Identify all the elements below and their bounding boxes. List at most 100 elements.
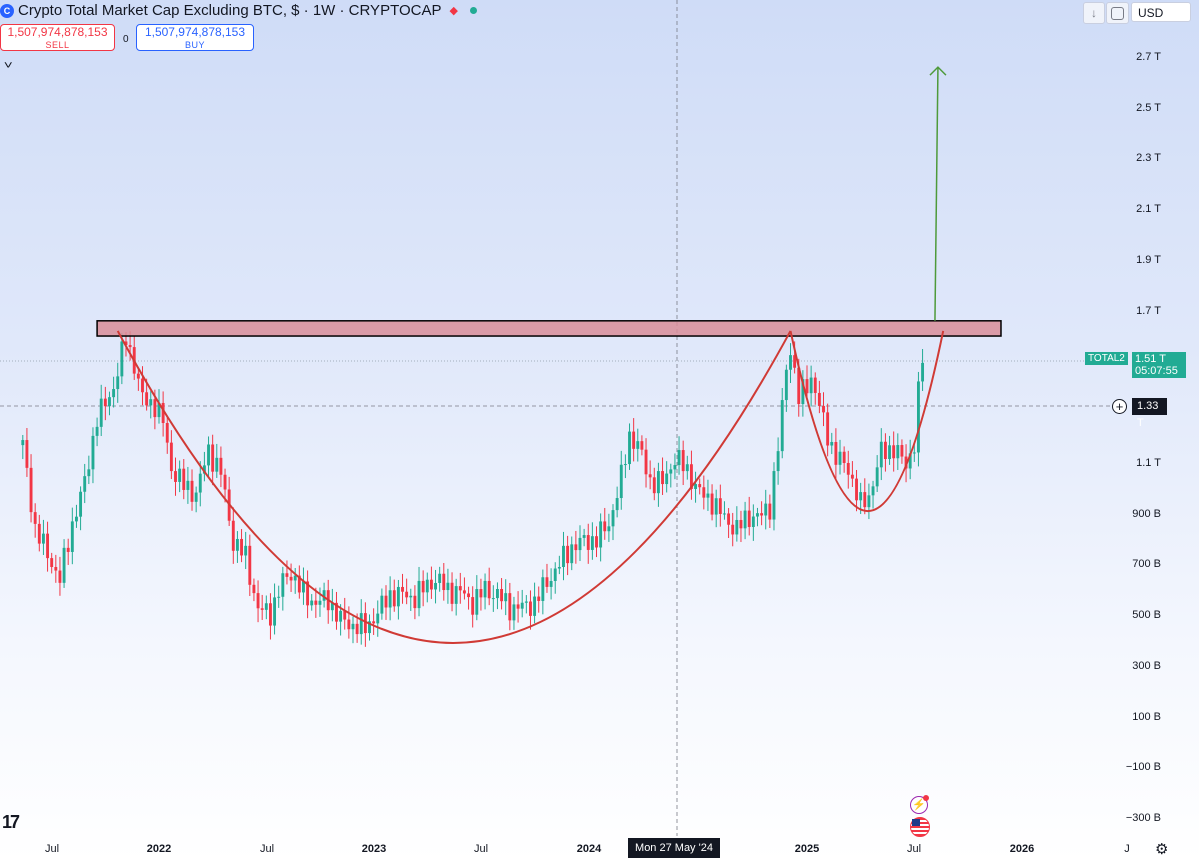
candle-body	[619, 464, 623, 499]
candle-body	[178, 468, 182, 482]
candle-body	[636, 441, 640, 449]
chart-title[interactable]: Crypto Total Market Cap Excluding BTC, $…	[18, 2, 442, 19]
candle-body	[846, 462, 850, 475]
candle-body	[483, 580, 487, 598]
candle-body	[417, 580, 421, 609]
candle-body	[190, 480, 194, 502]
target-arrow-shaft[interactable]	[934, 67, 939, 321]
lightning-event-icon[interactable]: ⚡	[910, 795, 929, 814]
candle-body	[838, 451, 842, 465]
candle-body	[764, 503, 768, 516]
candle-body	[363, 613, 367, 634]
candle-body	[446, 582, 450, 591]
candle-body	[306, 581, 310, 606]
time-axis-label: 2023	[361, 843, 387, 855]
tradingview-logo[interactable]: 17	[2, 812, 20, 832]
candle-body	[496, 589, 499, 599]
candle-body	[809, 377, 813, 394]
sell-button[interactable]: 1,507,974,878,153 SELL	[0, 24, 115, 51]
time-axis-label: 2022	[146, 843, 172, 855]
candle-body	[549, 580, 553, 587]
candle-body	[698, 484, 702, 488]
candle-body	[529, 601, 532, 616]
candle-body	[640, 441, 644, 450]
buy-price: 1,507,974,878,153	[144, 25, 246, 39]
candle-body	[644, 449, 648, 475]
candle-body	[405, 591, 409, 598]
candle-body	[595, 536, 598, 548]
candle-body	[211, 444, 215, 472]
handle-arc[interactable]	[789, 330, 945, 513]
candle-body	[409, 595, 413, 598]
candle-body	[198, 473, 202, 493]
candle-body	[797, 367, 801, 405]
candle-body	[735, 519, 739, 535]
candle-body	[784, 369, 788, 401]
candle-body	[260, 608, 264, 610]
auto-scale-button[interactable]	[1106, 2, 1129, 24]
candle-body	[813, 377, 817, 393]
sell-label: SELL	[45, 40, 70, 50]
series-name-tag: TOTAL2	[1085, 352, 1128, 365]
candle-body	[628, 431, 631, 465]
candle-body	[524, 601, 528, 603]
resistance-zone[interactable]	[96, 320, 1002, 337]
candle-body	[376, 613, 380, 624]
candle-body	[669, 469, 673, 474]
candle-body	[157, 402, 161, 418]
buy-button[interactable]: 1,507,974,878,153 BUY	[136, 24, 254, 51]
candle-body	[817, 392, 821, 406]
candle-body	[50, 558, 54, 568]
candle-body	[603, 521, 607, 532]
candle-body	[912, 452, 916, 454]
price-axis-label: 500 B	[1132, 609, 1161, 621]
candle-body	[508, 593, 512, 621]
candle-body	[368, 621, 371, 634]
candle-body	[900, 445, 904, 457]
candle-body	[87, 469, 91, 477]
price-axis-label: 300 B	[1132, 660, 1161, 672]
currency-select[interactable]: USD	[1131, 2, 1191, 22]
candle-body	[116, 376, 120, 390]
candle-body	[145, 392, 149, 406]
scale-down-arrow-button[interactable]: ↓	[1083, 2, 1105, 24]
candle-body	[136, 373, 140, 379]
candle-body	[673, 465, 677, 470]
candle-body	[599, 521, 603, 548]
red-triangle-icon: ◆	[449, 5, 458, 17]
candle-body	[892, 445, 896, 459]
candle-body	[252, 584, 256, 594]
candle-body	[219, 457, 223, 475]
candle-body	[607, 526, 611, 532]
cup-arc[interactable]	[116, 330, 792, 644]
candle-body	[512, 604, 516, 621]
candle-body	[314, 600, 318, 605]
candle-body	[442, 573, 446, 591]
price-axis-label: 2.3 T	[1136, 152, 1161, 164]
candle-body	[29, 467, 33, 513]
candle-body	[120, 341, 124, 377]
candle-body	[169, 442, 173, 472]
gear-icon[interactable]: ⚙	[1155, 841, 1169, 858]
candle-body	[875, 467, 879, 487]
candle-body	[582, 535, 586, 538]
candle-body	[545, 577, 549, 587]
us-flag-event-icon[interactable]	[910, 817, 930, 837]
time-axis-label: J	[1124, 843, 1130, 855]
candle-body	[372, 621, 376, 624]
candle-body	[471, 597, 475, 615]
add-alert-plus-button[interactable]: +	[1112, 399, 1127, 414]
candle-body	[450, 582, 454, 604]
candle-body	[165, 423, 169, 443]
price-axis-label: 100 B	[1132, 711, 1161, 723]
target-arrow-head	[929, 66, 947, 76]
candle-body	[623, 464, 627, 466]
candle-body	[574, 544, 578, 551]
candle-body	[871, 486, 875, 496]
collapse-chevron-icon[interactable]: ˅	[3, 60, 13, 72]
candle-body	[25, 440, 29, 468]
candle-body	[33, 512, 37, 524]
crosshair-price-tag: 1.33 T	[1132, 398, 1167, 429]
last-price-value: 1.51 T	[1135, 353, 1166, 365]
